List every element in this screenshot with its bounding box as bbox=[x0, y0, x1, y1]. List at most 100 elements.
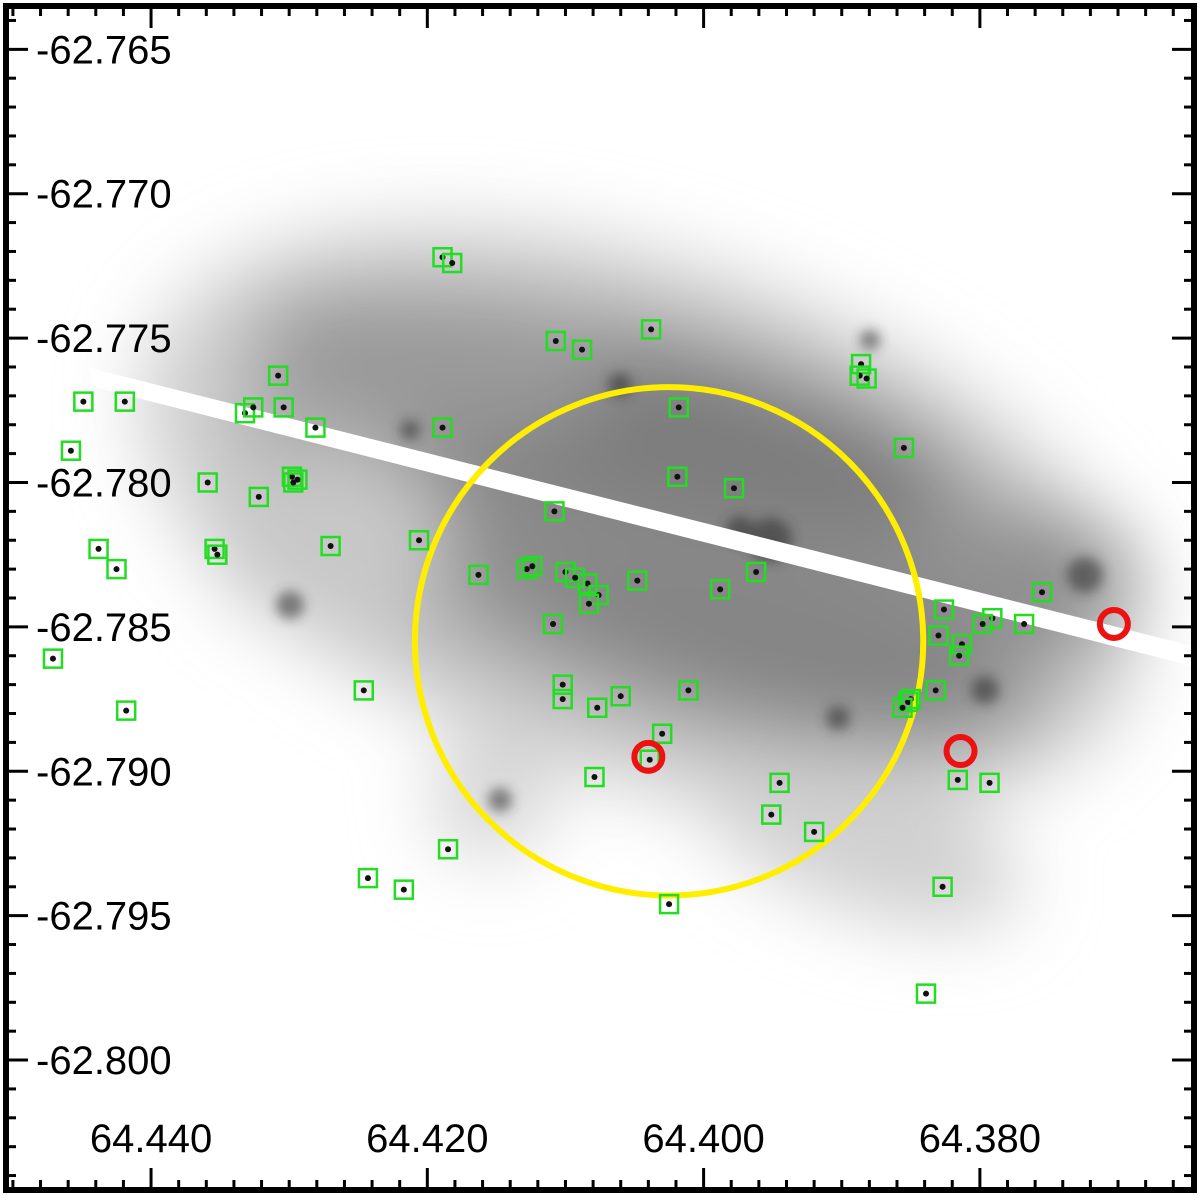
green-square-marker bbox=[207, 544, 228, 565]
green-square-marker bbox=[522, 555, 543, 577]
green-square-marker bbox=[849, 365, 870, 386]
green-square-marker bbox=[267, 365, 289, 386]
green-square-marker bbox=[357, 867, 379, 889]
green-square-marker bbox=[197, 472, 218, 493]
source-dot-48 bbox=[1021, 620, 1028, 627]
green-square-marker bbox=[545, 330, 567, 352]
y-tick-label: -62.795 bbox=[36, 895, 172, 939]
red-circle-marker bbox=[631, 739, 666, 774]
green-square-marker bbox=[893, 437, 915, 459]
source-dot-41 bbox=[717, 586, 724, 593]
source-dot-44 bbox=[550, 620, 557, 627]
green-square-marker bbox=[586, 697, 608, 718]
source-dot-52 bbox=[956, 652, 963, 659]
green-square-marker bbox=[925, 680, 946, 701]
green-square-marker bbox=[678, 680, 699, 701]
green-square-marker bbox=[709, 579, 731, 600]
source-dot-67 bbox=[954, 776, 961, 783]
green-square-marker bbox=[578, 593, 600, 615]
source-dot-3 bbox=[579, 346, 586, 353]
y-tick-labels: -62.765 -62.770 -62.775 -62.780 -62.785 -62.7… bbox=[36, 28, 172, 1083]
green-square-marker bbox=[658, 893, 680, 915]
source-dot-18 bbox=[67, 447, 74, 454]
source-dot-4 bbox=[552, 337, 559, 344]
green-square-marker bbox=[88, 538, 109, 560]
y-tick-label: -62.790 bbox=[36, 750, 172, 794]
source-dot-69 bbox=[591, 774, 598, 781]
green-square-marker bbox=[287, 469, 308, 490]
x-tick-label: 64.440 bbox=[90, 1117, 212, 1161]
green-square-marker bbox=[542, 613, 564, 635]
green-square-marker bbox=[393, 879, 415, 900]
green-square-marker bbox=[353, 680, 375, 701]
axis-ticks bbox=[6, 6, 1194, 1190]
green-square-marker bbox=[106, 558, 127, 580]
source-dot-24 bbox=[674, 473, 681, 480]
source-dot-32 bbox=[113, 566, 120, 573]
red-circle-markers bbox=[631, 606, 1131, 774]
green-square-marker bbox=[892, 697, 913, 718]
green-square-marker bbox=[437, 838, 459, 860]
green-square-marker bbox=[204, 538, 225, 560]
green-square-marker bbox=[761, 804, 782, 825]
green-square-marker bbox=[577, 573, 598, 594]
source-dot-57 bbox=[559, 696, 566, 703]
green-square-marker bbox=[627, 570, 648, 591]
red-circle-marker bbox=[1096, 606, 1131, 641]
source-dot-63 bbox=[932, 687, 939, 694]
y-tick-label: -62.780 bbox=[36, 461, 172, 505]
green-square-marker bbox=[769, 772, 790, 794]
source-dot-54 bbox=[360, 687, 367, 694]
source-dot-70 bbox=[776, 779, 783, 786]
source-dot-77 bbox=[666, 901, 673, 908]
green-square-marker bbox=[552, 674, 573, 695]
source-dot-1 bbox=[449, 260, 456, 267]
green-square-markers bbox=[42, 246, 1053, 1004]
green-square-marker bbox=[281, 466, 303, 487]
x-tick-labels: 64.440 64.420 64.400 64.380 bbox=[90, 1117, 1041, 1161]
source-dot-40 bbox=[634, 577, 641, 584]
source-dot-59 bbox=[594, 704, 601, 711]
source-dot-30 bbox=[211, 545, 218, 552]
detector-gap-stripe bbox=[90, 368, 1200, 668]
source-dot-58 bbox=[617, 693, 624, 700]
green-square-marker bbox=[856, 368, 877, 389]
y-tick-label: -62.775 bbox=[36, 317, 172, 361]
y-tick-label: -62.800 bbox=[36, 1039, 172, 1083]
source-dot-53 bbox=[49, 655, 56, 662]
source-dot-46 bbox=[940, 606, 947, 613]
green-square-marker bbox=[73, 391, 94, 412]
source-dot-50 bbox=[935, 632, 942, 639]
source-dot-6 bbox=[80, 398, 87, 405]
source-dot-33 bbox=[475, 571, 482, 578]
source-dot-17 bbox=[900, 444, 907, 451]
green-square-marker bbox=[283, 472, 304, 493]
source-dot-74 bbox=[445, 846, 452, 853]
green-square-marker bbox=[951, 633, 973, 655]
source-dot-72 bbox=[811, 828, 818, 835]
green-square-marker bbox=[42, 648, 64, 669]
source-dot-25 bbox=[730, 485, 737, 492]
green-square-marker bbox=[468, 564, 489, 586]
x-tick-label: 64.420 bbox=[366, 1117, 488, 1161]
source-dot-13 bbox=[675, 404, 682, 411]
source-dot-34 bbox=[523, 566, 530, 573]
source-dot-12 bbox=[439, 424, 446, 431]
source-dot-62 bbox=[899, 704, 906, 711]
source-dot-66 bbox=[646, 756, 653, 763]
green-square-marker bbox=[915, 983, 937, 1004]
source-dot-11 bbox=[312, 424, 319, 431]
x-tick-label: 64.380 bbox=[919, 1117, 1041, 1161]
green-square-marker bbox=[1013, 613, 1035, 635]
green-square-marker bbox=[745, 561, 767, 583]
red-circle-marker bbox=[943, 734, 978, 769]
green-square-marker bbox=[115, 700, 137, 721]
source-dot-78 bbox=[923, 990, 930, 997]
green-square-marker bbox=[544, 501, 565, 522]
source-dot-9 bbox=[250, 404, 257, 411]
green-square-marker bbox=[114, 391, 136, 412]
green-square-marker bbox=[571, 339, 593, 360]
source-dot-65 bbox=[659, 730, 666, 737]
